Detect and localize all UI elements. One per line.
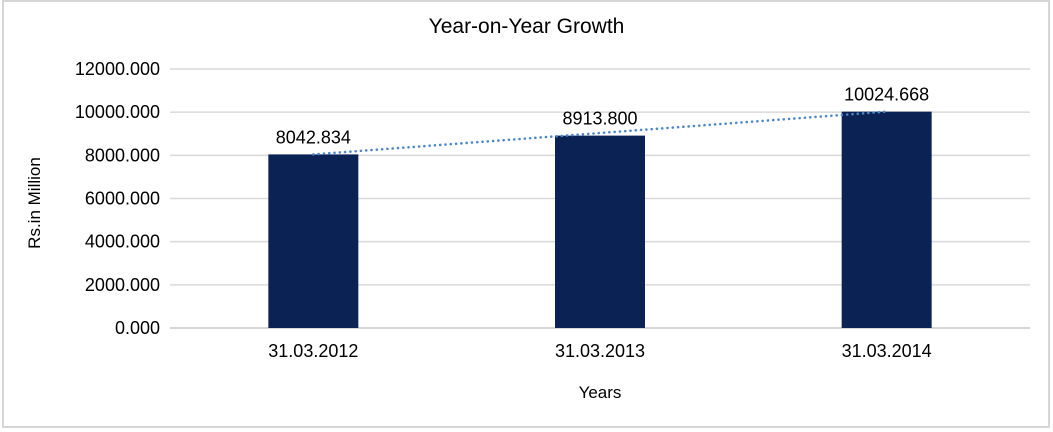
- chart-title: Year-on-Year Growth: [428, 15, 625, 38]
- bar: [268, 154, 359, 328]
- bar: [841, 111, 932, 328]
- bar-data-label: 8042.834: [276, 127, 351, 147]
- bar-data-label: 8913.800: [562, 109, 637, 129]
- trendline: [312, 110, 888, 156]
- x-category-label: 31.03.2012: [268, 341, 358, 361]
- y-tick-label: 4000.000: [85, 232, 160, 252]
- y-tick-label: 8000.000: [85, 145, 160, 165]
- bar: [555, 135, 645, 328]
- x-category-label: 31.03.2014: [842, 341, 932, 361]
- y-tick-label: 10000.000: [75, 102, 160, 122]
- x-category-label: 31.03.2013: [555, 341, 645, 361]
- y-tick-label: 0.000: [115, 318, 160, 338]
- y-tick-label: 2000.000: [85, 275, 160, 295]
- x-axis-title: Years: [578, 383, 622, 402]
- y-tick-label: 12000.000: [75, 59, 160, 79]
- bar-data-label: 10024.668: [844, 85, 929, 105]
- y-tick-label: 6000.000: [85, 189, 160, 209]
